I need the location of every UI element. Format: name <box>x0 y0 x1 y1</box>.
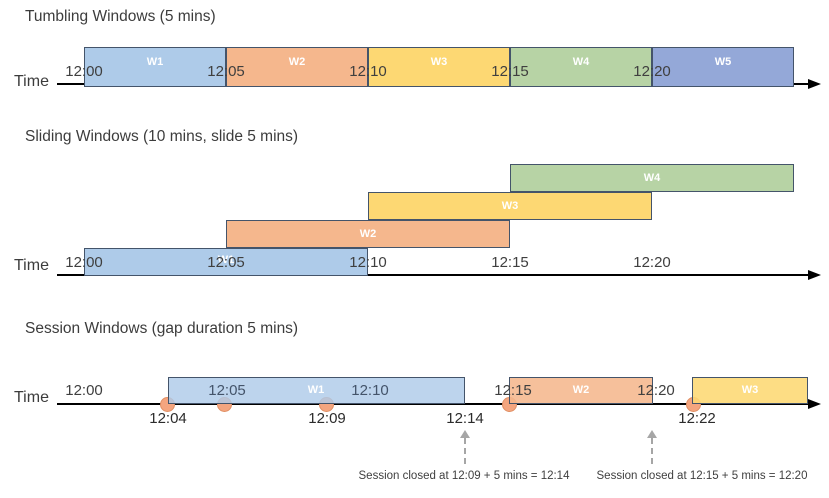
tumbling-tick-label: 12:00 <box>65 63 103 80</box>
tumbling-window-bar-w3 <box>368 47 510 87</box>
tumbling-window-label: W2 <box>288 56 306 68</box>
sliding-window-bar-w3 <box>368 192 652 220</box>
sliding-title: Sliding Windows (10 mins, slide 5 mins) <box>25 128 299 145</box>
tumbling-tick-label: 12:10 <box>349 63 387 80</box>
tumbling-window-bar-w5 <box>652 47 794 87</box>
tumbling-tick-label: 12:20 <box>633 63 671 80</box>
sliding-window-label: W2 <box>359 228 377 240</box>
tumbling-tick-label: 12:15 <box>491 63 529 80</box>
session-closed-annotation: Session closed at 12:09 + 5 mins = 12:14 <box>358 470 570 482</box>
tumbling-window-label: W4 <box>572 56 590 68</box>
event-time-label: 12:14 <box>446 410 484 427</box>
sliding-window-bar-w1 <box>84 248 368 276</box>
session-time-axis <box>57 403 810 405</box>
tumbling-window-bar-w1 <box>84 47 226 87</box>
sliding-window-bar-w2 <box>226 220 510 248</box>
tumbling-tick-label: 12:05 <box>207 63 245 80</box>
event-time-label: 12:09 <box>308 410 346 427</box>
session-axis-label: 12:15 <box>494 382 532 399</box>
sliding-tick-label: 12:05 <box>207 254 245 271</box>
sliding-tick-label: 12:20 <box>633 254 671 271</box>
tumbling-window-label: W5 <box>714 56 732 68</box>
sliding-tick-label: 12:00 <box>65 254 103 271</box>
session-axis-label: 12:05 <box>208 382 246 399</box>
session-closed-annotation: Session closed at 12:15 + 5 mins = 12:20 <box>596 470 808 482</box>
tumbling-window-label: W1 <box>146 56 164 68</box>
annotation-arrow-up-icon <box>460 430 470 438</box>
session-time-label: Time <box>14 389 49 406</box>
annotation-arrow-line <box>464 438 466 464</box>
session-title: Session Windows (gap duration 5 mins) <box>25 320 299 337</box>
session-axis-arrow-icon <box>808 399 821 409</box>
event-time-label: 12:22 <box>678 410 716 427</box>
sliding-window-bar-w4 <box>510 164 794 192</box>
annotation-arrow-up-icon <box>647 430 657 438</box>
session-window-bar-w3 <box>692 377 808 404</box>
sliding-tick-label: 12:15 <box>491 254 529 271</box>
tumbling-time-label: Time <box>14 73 49 90</box>
tumbling-window-label: W3 <box>430 56 448 68</box>
tumbling-window-bar-w4 <box>510 47 652 87</box>
session-window-bar-w2 <box>509 377 653 404</box>
sliding-axis-arrow-icon <box>808 270 821 280</box>
session-window-label: W3 <box>741 384 759 396</box>
session-window-label: W1 <box>307 384 325 396</box>
sliding-time-label: Time <box>14 257 49 274</box>
session-axis-label: 12:10 <box>351 382 389 399</box>
annotation-arrow-line <box>651 438 653 464</box>
sliding-window-label: W3 <box>501 200 519 212</box>
tumbling-axis-arrow-icon <box>808 79 821 89</box>
sliding-time-axis <box>57 274 810 276</box>
sliding-window-label: W4 <box>643 172 661 184</box>
tumbling-window-bar-w2 <box>226 47 368 87</box>
session-window-label: W2 <box>572 384 590 396</box>
session-axis-label: 12:00 <box>65 382 103 399</box>
session-axis-label: 12:20 <box>637 382 675 399</box>
session-window-bar-w1 <box>168 377 465 404</box>
event-time-label: 12:04 <box>149 410 187 427</box>
sliding-tick-label: 12:10 <box>349 254 387 271</box>
sliding-window-label: W1 <box>217 254 235 266</box>
tumbling-title: Tumbling Windows (5 mins) <box>25 8 216 25</box>
